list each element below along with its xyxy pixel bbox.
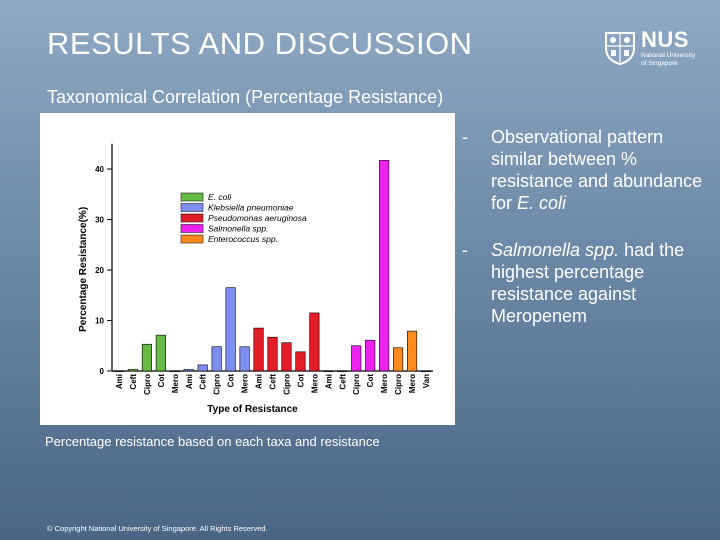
bar [127,369,138,372]
x-tick-label: Ami [324,374,333,389]
x-tick-label: Ceft [129,374,138,390]
bar [239,346,250,372]
bar [253,327,264,372]
university-crest-icon [605,32,635,66]
bar [141,343,152,372]
resistance-bar-chart: 0 10 20 30 40 Ami Ceft Cipro Cot Mero Ami Ceft Cipro… [78,143,433,415]
y-tick-label: 30 [95,216,104,225]
x-tick-label: Cipro [213,374,222,395]
x-tick-label: Ceft [338,374,347,390]
y-tick-label: 40 [95,165,104,174]
legend-label: Salmonella spp. [208,224,268,234]
legend-swatch [180,213,204,223]
x-tick-label: Ceft [269,374,278,390]
bar [211,346,222,372]
chart-panel: 0 10 20 30 40 Ami Ceft Cipro Cot Mero Ami Ceft Cipro… [40,113,455,425]
x-tick-label: Cot [366,374,375,388]
bullet-dash: - [462,240,468,260]
bullet-observational-pattern: - Observational pattern similar between … [462,126,714,214]
legend-label: Klebsiella pneumoniae [208,203,294,213]
bar [407,330,418,372]
bullet-dash: - [462,127,468,147]
x-tick-label: Mero [171,374,180,393]
x-tick-label: Mero [408,374,417,393]
logo-line-2: of Singapore [641,60,678,67]
bar [365,339,376,372]
bar [309,312,320,372]
x-tick-label: Cipro [282,374,291,395]
bullet-list: - Observational pattern similar between … [462,126,714,352]
y-axis-label: Percentage Resistance(%) [78,207,89,332]
legend-swatch [180,192,204,202]
x-tick-label: Mero [241,374,250,393]
bar [379,160,390,372]
logo-line-1: National University [641,52,696,59]
legend-swatch [180,224,204,233]
x-tick-label: Cipro [143,374,152,395]
x-tick-label: Cot [296,374,305,388]
bar [281,342,292,372]
bar [351,345,362,372]
nus-logo: NUS National University of Singapore [603,28,703,70]
slide-title: RESULTS AND DISCUSSION [47,26,473,61]
x-tick-label: Cot [157,374,166,388]
chart-caption: Percentage resistance based on each taxa… [45,434,380,449]
x-tick-label: Cot [227,374,236,388]
x-axis-label: Type of Resistance [207,404,298,415]
bullet-italic: Salmonella spp. [491,240,620,260]
x-tick-label: Ami [255,374,264,389]
bar [113,370,125,372]
x-tick-label: Cipro [394,374,403,395]
bar [155,334,166,372]
bullet-text: Observational pattern similar between % … [491,127,703,213]
legend-label: E. coli [208,192,232,202]
bar [295,351,306,372]
bar [267,336,278,372]
legend-swatch [180,203,204,212]
legend-swatch [180,234,204,244]
bar [393,347,404,372]
legend-label: Enterococcus spp. [208,234,278,244]
bar [225,287,236,372]
y-tick-label: 0 [100,367,105,376]
bullet-salmonella: - Salmonella spp. had the highest percen… [462,239,714,327]
bar [169,370,180,372]
y-tick-label: 20 [95,266,104,275]
x-tick-label: Mero [310,374,319,393]
x-tick-label: Cipro [352,374,361,395]
x-tick-label: Ami [115,374,124,389]
y-tick-label: 10 [95,317,104,326]
copyright-notice: © Copyright National University of Singa… [47,524,268,533]
x-tick-label: Ceft [199,374,208,390]
slide-subtitle: Taxonomical Correlation (Percentage Resi… [47,87,444,107]
bar [420,370,432,372]
bar [337,370,348,372]
bar [323,370,334,372]
bullet-italic: E. coli [517,193,567,213]
bullet-text: had the highest percentage resistance ag… [491,240,685,326]
x-tick-label: Ami [185,374,194,389]
legend-label: Pseudomonas aeruginosa [208,213,307,223]
x-tick-label: Van [422,374,431,388]
x-tick-label: Mero [380,374,389,393]
logo-wordmark: NUS [641,27,689,52]
bar [183,369,194,372]
bar [197,364,208,372]
